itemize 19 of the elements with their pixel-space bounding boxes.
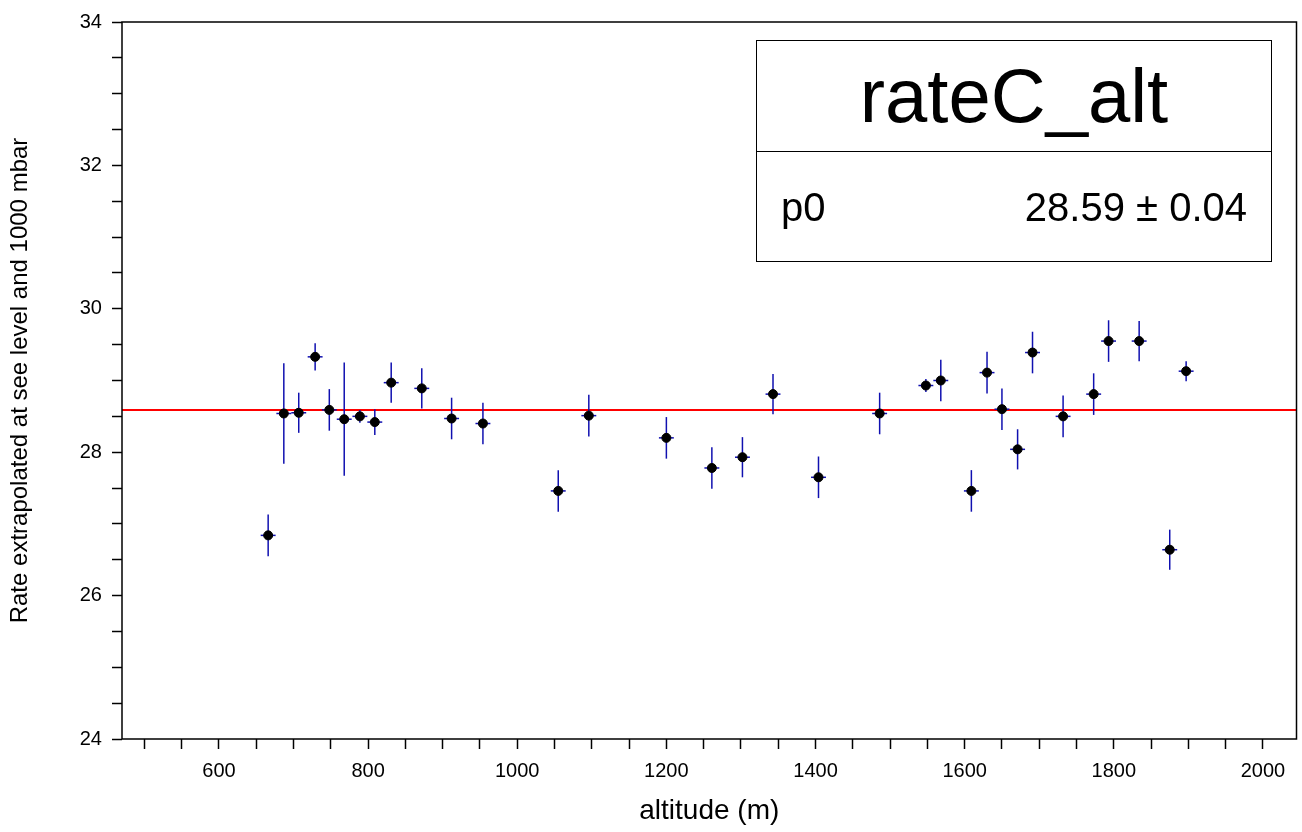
x-tick-label: 1000 — [494, 758, 540, 781]
y-tick-label: 28 — [79, 439, 102, 462]
annotation: 28.59 ± 0.04 — [1024, 184, 1247, 231]
x-tick-label: 600 — [202, 758, 236, 781]
y-tick-label: 26 — [79, 583, 102, 606]
x-tick-label: 800 — [351, 758, 385, 781]
x-tick-label: 2000 — [1240, 758, 1286, 781]
y-tick-label: 24 — [79, 726, 102, 749]
annotation: p0 — [781, 184, 826, 231]
x-tick-label: 1600 — [942, 758, 987, 781]
x-tick-label: 1400 — [793, 758, 838, 781]
x-tick-label: 1800 — [1091, 758, 1137, 781]
y-axis-title: Rate extrapolated at see level and 1000 mbar — [5, 137, 33, 624]
y-tick-label: 32 — [79, 152, 102, 175]
y-tick-label: 34 — [79, 9, 102, 32]
x-axis-title: altitude (m) — [639, 793, 780, 825]
x-tick-label: 1200 — [644, 758, 689, 781]
chart-title: rateC_alt — [757, 41, 1271, 152]
y-tick-label: 30 — [79, 296, 102, 319]
